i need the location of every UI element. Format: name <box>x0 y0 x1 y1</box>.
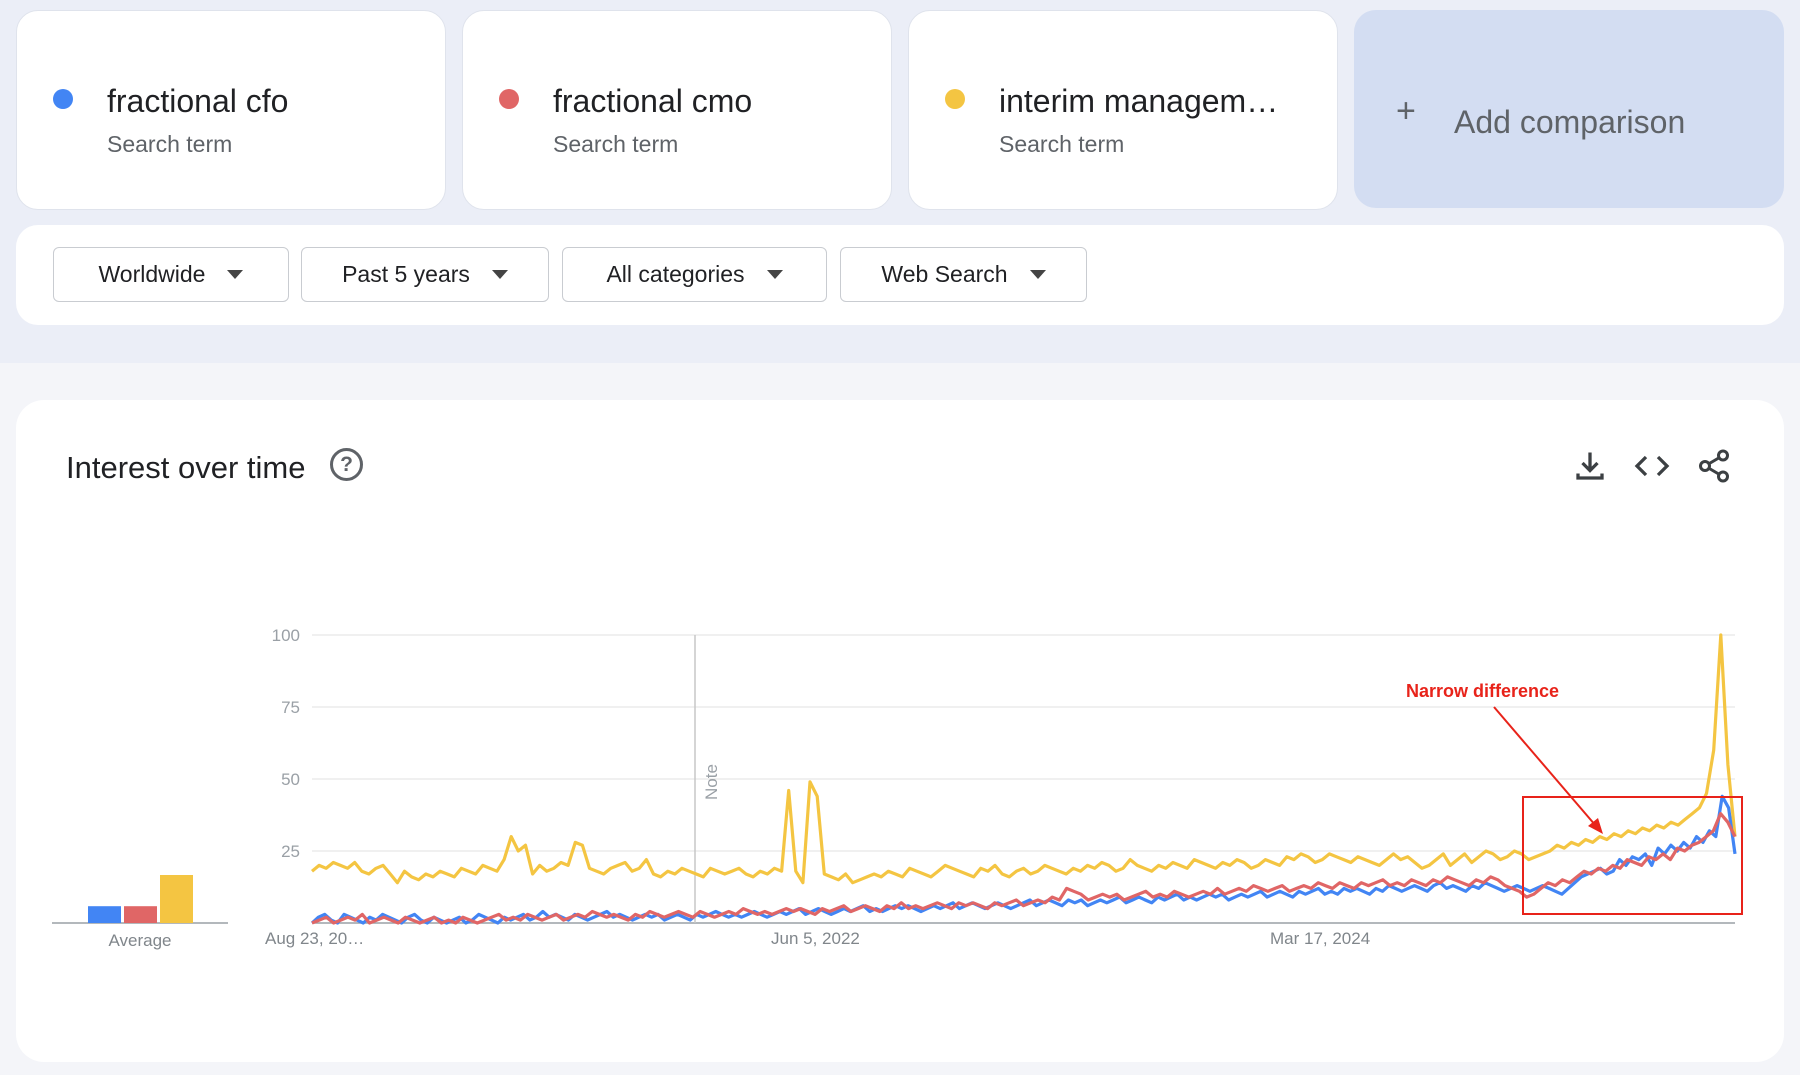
average-bar <box>160 875 193 923</box>
annotation-text: Narrow difference <box>1406 681 1559 701</box>
category-label: All categories <box>606 261 745 287</box>
y-tick-label: 25 <box>281 842 300 861</box>
annotation-box <box>1522 796 1743 915</box>
x-tick-label: Jun 5, 2022 <box>771 929 860 948</box>
series-line <box>310 633 1737 885</box>
category-dropdown[interactable]: All categories <box>562 247 827 302</box>
region-dropdown[interactable]: Worldwide <box>53 247 289 302</box>
x-tick-label: Mar 17, 2024 <box>1270 929 1370 948</box>
time-range-dropdown[interactable]: Past 5 years <box>301 247 549 302</box>
filter-bar: Worldwide Past 5 years All categories We… <box>16 225 1784 325</box>
plus-icon: + <box>1396 92 1416 130</box>
add-comparison-label: Add comparison <box>1454 104 1686 140</box>
caret-down-icon <box>766 270 783 279</box>
term-subtitle: Search term <box>553 131 679 157</box>
add-comparison-button[interactable]: + Add comparison <box>1354 10 1784 208</box>
term-card-fractional-cmo[interactable]: fractional cmo Search term <box>462 10 892 210</box>
download-icon[interactable] <box>1572 448 1608 484</box>
y-tick-label: 75 <box>281 698 300 717</box>
series-color-dot <box>499 89 519 109</box>
interest-over-time-panel: Interest over time ? <box>16 400 1784 1062</box>
average-bar <box>88 906 121 923</box>
series-color-dot <box>945 89 965 109</box>
share-icon[interactable] <box>1696 448 1732 484</box>
term-card-fractional-cfo[interactable]: fractional cfo Search term <box>16 10 446 210</box>
panel-title: Interest over time <box>66 450 306 485</box>
annotation-arrow <box>1493 706 1597 827</box>
average-bar <box>124 906 157 923</box>
time-range-label: Past 5 years <box>342 261 470 287</box>
embed-code-icon[interactable] <box>1634 448 1670 484</box>
y-tick-label: 100 <box>272 626 300 645</box>
term-name: interim managem… <box>999 83 1279 119</box>
y-tick-label: 50 <box>281 770 300 789</box>
term-name: fractional cmo <box>553 83 753 119</box>
help-circle-icon[interactable]: ? <box>330 448 363 481</box>
region-label: Worldwide <box>98 261 206 287</box>
x-tick-label: Aug 23, 20… <box>265 929 364 948</box>
term-subtitle: Search term <box>999 131 1125 157</box>
annotation-arrowhead <box>1588 818 1603 834</box>
note-label: Note <box>702 764 721 800</box>
average-label: Average <box>108 931 171 950</box>
term-subtitle: Search term <box>107 131 233 157</box>
caret-down-icon <box>227 270 244 279</box>
caret-down-icon <box>1029 270 1046 279</box>
caret-down-icon <box>491 270 508 279</box>
series-line <box>311 811 1737 925</box>
term-name: fractional cfo <box>107 83 289 119</box>
term-card-interim-management[interactable]: interim managem… Search term <box>908 10 1338 210</box>
series-color-dot <box>53 89 73 109</box>
search-type-dropdown[interactable]: Web Search <box>840 247 1087 302</box>
search-type-label: Web Search <box>881 261 1008 287</box>
